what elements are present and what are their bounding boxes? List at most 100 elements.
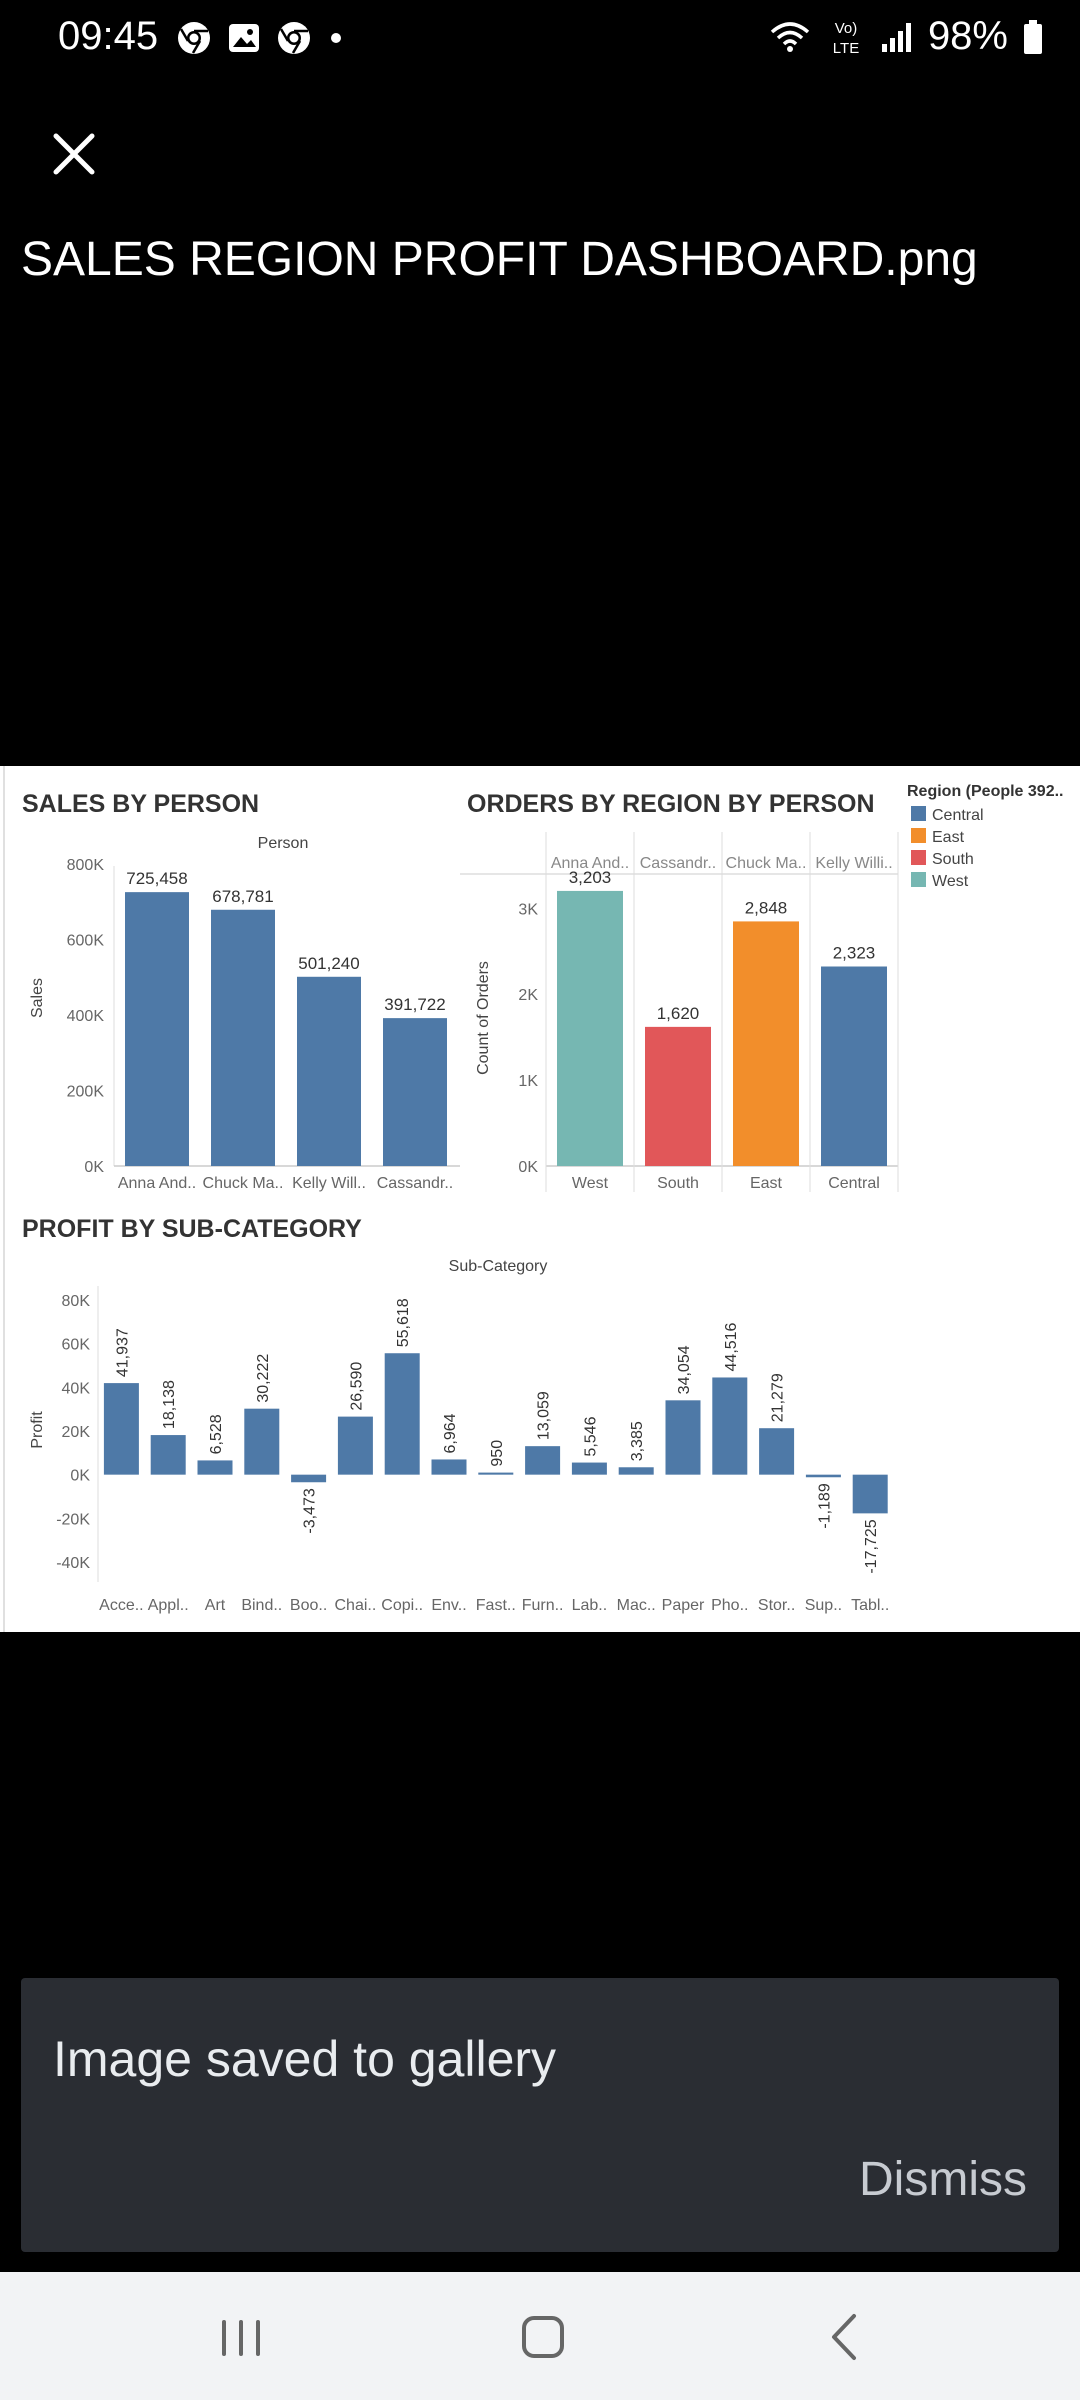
profit-bar[interactable] bbox=[712, 1377, 748, 1475]
profit-bar[interactable] bbox=[197, 1460, 233, 1475]
profit-ytick: 0K bbox=[70, 1468, 90, 1485]
profit-category-label: Paper bbox=[662, 1597, 705, 1614]
profit-bar[interactable] bbox=[665, 1400, 701, 1475]
sales-bar[interactable] bbox=[125, 892, 189, 1166]
dot-icon bbox=[331, 33, 341, 43]
orders-category-label: Central bbox=[828, 1175, 880, 1192]
profit-bar[interactable] bbox=[852, 1474, 888, 1514]
status-time: 09:45 bbox=[58, 14, 159, 58]
profit-bar[interactable] bbox=[525, 1446, 561, 1475]
orders-bar[interactable] bbox=[733, 921, 799, 1166]
orders-category-label: South bbox=[657, 1175, 699, 1192]
gallery-icon bbox=[229, 24, 259, 52]
profit-category-label: Lab.. bbox=[572, 1597, 608, 1614]
profit-bar[interactable] bbox=[384, 1353, 420, 1475]
dashboard-svg: SALES BY PERSON Person Sales 800K 600K 400… bbox=[3, 766, 1063, 1632]
legend-label: East bbox=[932, 829, 965, 846]
profit-bar[interactable] bbox=[805, 1474, 841, 1478]
dashboard-image[interactable]: SALES BY PERSON Person Sales 800K 600K 400… bbox=[0, 766, 1080, 1632]
orders-chart-title: ORDERS BY REGION BY PERSON bbox=[467, 790, 875, 818]
profit-category-label: Fast.. bbox=[476, 1597, 516, 1614]
profit-ytick: 60K bbox=[62, 1337, 91, 1354]
recents-icon[interactable] bbox=[206, 2302, 276, 2372]
snackbar-message: Image saved to gallery bbox=[53, 2031, 557, 2087]
chrome-icon bbox=[178, 22, 210, 54]
sales-bar[interactable] bbox=[211, 909, 275, 1166]
profit-value-label: 34,054 bbox=[676, 1345, 693, 1394]
profit-bar[interactable] bbox=[150, 1435, 186, 1475]
orders-bar[interactable] bbox=[821, 966, 887, 1166]
profit-value-label: 6,964 bbox=[442, 1413, 459, 1453]
profit-bar[interactable] bbox=[478, 1472, 514, 1475]
profit-bar[interactable] bbox=[759, 1428, 795, 1475]
profit-ytick: -40K bbox=[56, 1555, 90, 1572]
orders-column-header: Cassandr.. bbox=[640, 855, 716, 872]
profit-bar[interactable] bbox=[291, 1474, 327, 1483]
sales-value-label: 678,781 bbox=[212, 887, 273, 906]
profit-category-label: Tabl.. bbox=[851, 1597, 889, 1614]
profit-value-label: 13,059 bbox=[536, 1391, 553, 1440]
status-bar: 09:45 Vo) LTE 98% bbox=[0, 0, 1080, 80]
sales-bar[interactable] bbox=[383, 1018, 447, 1166]
status-right: Vo) LTE 98% bbox=[768, 14, 1044, 59]
wifi-icon bbox=[770, 21, 810, 52]
orders-ytick: 1K bbox=[518, 1073, 538, 1090]
orders-value-label: 1,620 bbox=[657, 1004, 700, 1023]
profit-value-label: 21,279 bbox=[770, 1373, 787, 1422]
profit-category-label: Appl.. bbox=[148, 1597, 189, 1614]
orders-ytick: 2K bbox=[518, 987, 538, 1004]
navigation-bar bbox=[0, 2272, 1080, 2400]
orders-value-label: 3,203 bbox=[569, 868, 612, 887]
battery-percent: 98% bbox=[927, 14, 1008, 58]
profit-ytick: 80K bbox=[62, 1293, 91, 1310]
profit-category-label: Boo.. bbox=[290, 1597, 327, 1614]
profit-category-label: Furn.. bbox=[522, 1597, 564, 1614]
profit-category-label: Env.. bbox=[431, 1597, 466, 1614]
profit-bar[interactable] bbox=[103, 1383, 139, 1475]
legend-label: Central bbox=[932, 807, 984, 824]
signal-icon bbox=[881, 22, 911, 52]
file-title: SALES REGION PROFIT DASHBOARD.png bbox=[21, 233, 978, 286]
profit-value-label: 6,528 bbox=[208, 1414, 225, 1454]
legend-swatch bbox=[911, 828, 926, 843]
snackbar: Image saved to gallery Dismiss bbox=[21, 1978, 1059, 2252]
profit-bar[interactable] bbox=[337, 1416, 373, 1475]
profit-chart-title: PROFIT BY SUB-CATEGORY bbox=[22, 1215, 362, 1243]
legend-title: Region (People 392.. bbox=[907, 783, 1063, 800]
sales-value-label: 501,240 bbox=[298, 954, 359, 973]
profit-bar[interactable] bbox=[571, 1462, 607, 1475]
orders-bar[interactable] bbox=[557, 890, 623, 1166]
orders-column-header: Anna And.. bbox=[551, 855, 629, 872]
profit-value-label: 26,590 bbox=[348, 1362, 365, 1411]
profit-bar[interactable] bbox=[244, 1408, 280, 1475]
sales-ytick: 600K bbox=[67, 933, 105, 950]
legend-swatch bbox=[911, 872, 926, 887]
sales-ytick: 400K bbox=[67, 1008, 105, 1025]
back-icon[interactable] bbox=[810, 2302, 880, 2372]
legend-swatch bbox=[911, 806, 926, 821]
sales-bar[interactable] bbox=[297, 976, 361, 1166]
dismiss-button[interactable]: Dismiss bbox=[859, 2153, 1027, 2206]
sales-ytick: 0K bbox=[84, 1159, 104, 1176]
profit-category-label: Copi.. bbox=[381, 1597, 423, 1614]
profit-chart-subtitle: Sub-Category bbox=[449, 1258, 548, 1275]
profit-category-label: Sup.. bbox=[805, 1597, 842, 1614]
orders-bar[interactable] bbox=[645, 1026, 711, 1166]
sales-value-label: 391,722 bbox=[384, 995, 445, 1014]
profit-value-label: 41,937 bbox=[114, 1328, 131, 1377]
home-icon[interactable] bbox=[508, 2302, 578, 2372]
profit-value-label: -3,473 bbox=[302, 1488, 319, 1533]
profit-value-label: 950 bbox=[489, 1440, 506, 1467]
profit-category-label: Acce.. bbox=[99, 1597, 143, 1614]
sales-category-label: Anna And.. bbox=[118, 1175, 196, 1192]
profit-bar[interactable] bbox=[431, 1459, 467, 1475]
profit-ytick: 20K bbox=[62, 1424, 91, 1441]
orders-value-label: 2,848 bbox=[745, 898, 788, 917]
orders-ytick: 3K bbox=[518, 901, 538, 918]
profit-ytick: 40K bbox=[62, 1380, 91, 1397]
profit-bar[interactable] bbox=[618, 1467, 654, 1475]
notification-icons bbox=[176, 20, 346, 56]
sales-chart-subtitle: Person bbox=[258, 835, 309, 852]
profit-ytick: -20K bbox=[56, 1511, 90, 1528]
close-icon[interactable] bbox=[44, 124, 104, 184]
